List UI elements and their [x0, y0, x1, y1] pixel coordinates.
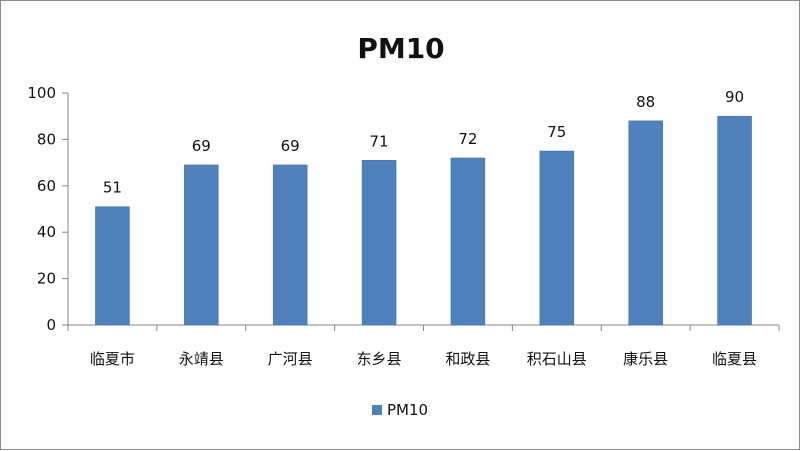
bar	[95, 206, 130, 326]
bar	[184, 164, 219, 326]
data-label: 72	[458, 130, 477, 148]
bar	[717, 115, 752, 326]
x-axis: 临夏市 永靖县 广河县 东乡县 和政县 积石山县 康乐县 临夏县	[67, 324, 780, 368]
data-label: 75	[547, 123, 566, 141]
legend-label: PM10	[387, 401, 428, 419]
bar	[628, 120, 663, 326]
x-category-label: 临夏县	[712, 350, 757, 368]
y-tick-label: 80	[37, 130, 56, 148]
chart-title: PM10	[357, 32, 444, 65]
data-label: 88	[636, 93, 655, 111]
bar	[539, 150, 575, 326]
bar	[272, 164, 308, 326]
data-label: 71	[370, 132, 389, 150]
x-category-label: 临夏市	[90, 350, 135, 368]
bars	[95, 115, 752, 326]
data-labels: 51 69 69 71 72 75 88 90	[103, 88, 744, 196]
bar	[450, 157, 486, 326]
x-category-label: 东乡县	[357, 350, 402, 368]
y-tick-label: 0	[46, 316, 56, 334]
data-label: 51	[103, 179, 122, 197]
bar	[361, 160, 397, 326]
data-label: 69	[281, 137, 300, 155]
x-category-label: 广河县	[268, 350, 313, 368]
y-tick-label: 60	[37, 177, 56, 195]
data-label: 69	[192, 137, 211, 155]
legend-swatch	[372, 405, 382, 415]
x-category-label: 和政县	[445, 350, 490, 368]
x-category-label: 永靖县	[179, 350, 224, 368]
y-tick-label: 20	[37, 270, 56, 288]
y-tick-label: 100	[27, 84, 56, 102]
data-label: 90	[725, 88, 744, 106]
x-category-label: 积石山县	[527, 350, 587, 368]
y-axis: 0 20 40 60 80 100	[27, 84, 69, 334]
legend: PM10	[372, 401, 428, 419]
x-category-label: 康乐县	[623, 350, 668, 368]
y-tick-label: 40	[37, 223, 56, 241]
